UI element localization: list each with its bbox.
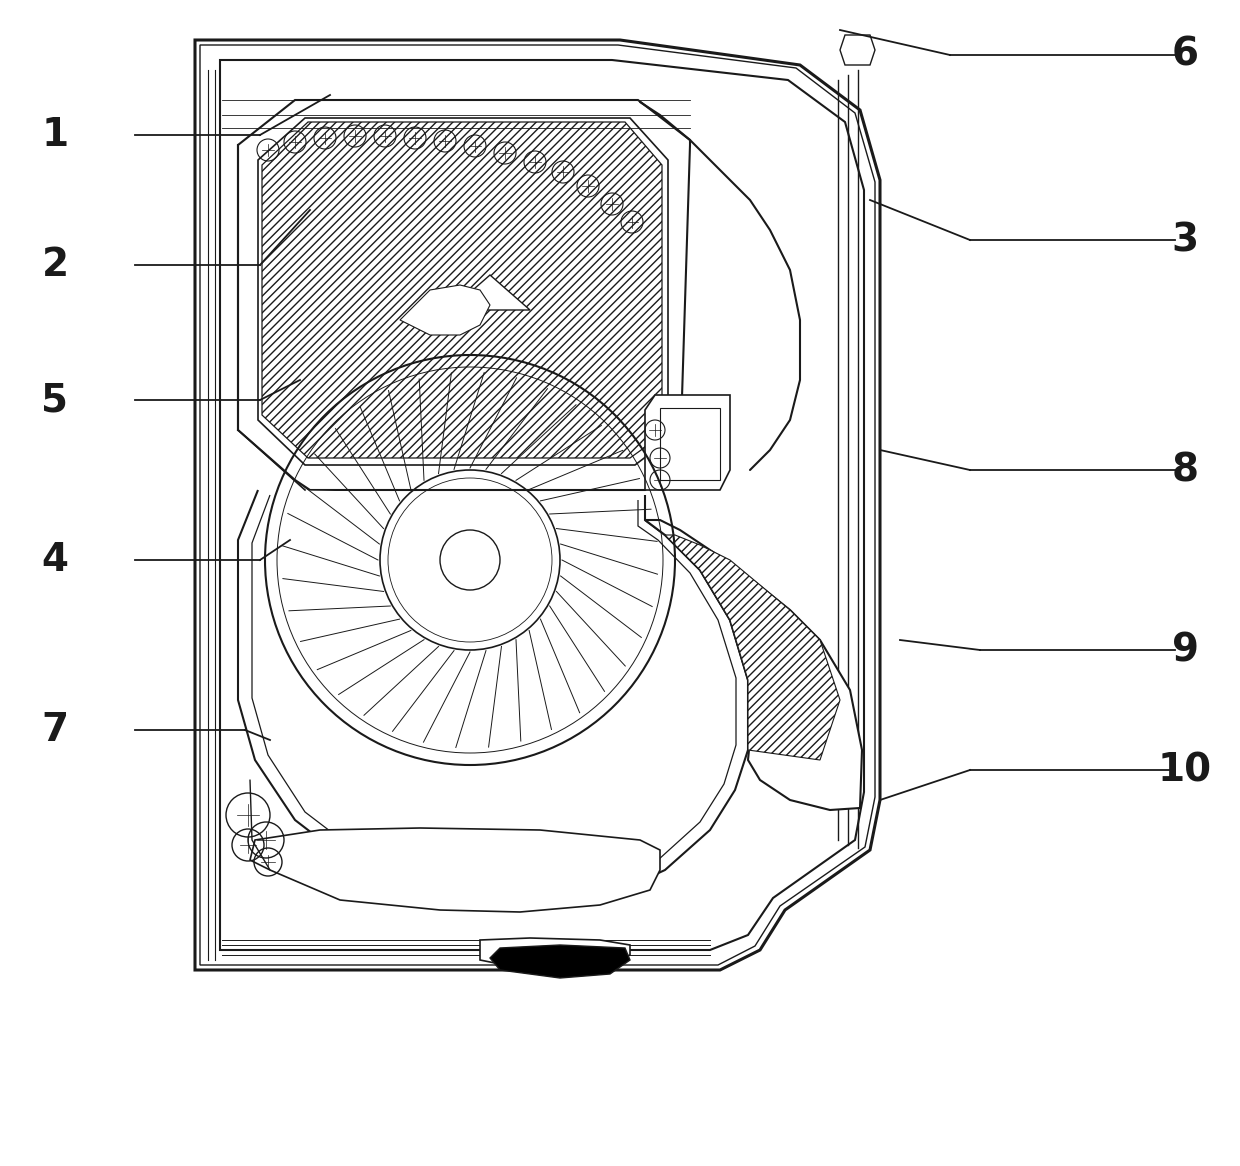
Text: 7: 7 bbox=[41, 711, 68, 749]
Text: 9: 9 bbox=[1172, 631, 1199, 669]
Polygon shape bbox=[480, 937, 630, 970]
Polygon shape bbox=[424, 514, 516, 606]
Polygon shape bbox=[645, 520, 862, 810]
Text: 4: 4 bbox=[41, 541, 68, 580]
Polygon shape bbox=[195, 40, 880, 970]
Text: 1: 1 bbox=[41, 115, 68, 154]
Polygon shape bbox=[660, 408, 720, 480]
Text: 8: 8 bbox=[1172, 451, 1199, 489]
Polygon shape bbox=[665, 535, 839, 760]
Polygon shape bbox=[839, 35, 875, 65]
Text: 3: 3 bbox=[1172, 222, 1199, 259]
Polygon shape bbox=[252, 496, 737, 898]
Polygon shape bbox=[450, 275, 529, 310]
Polygon shape bbox=[258, 118, 668, 465]
Text: 2: 2 bbox=[41, 246, 68, 285]
Polygon shape bbox=[262, 122, 662, 458]
Polygon shape bbox=[490, 944, 630, 978]
Polygon shape bbox=[238, 490, 748, 909]
Text: 10: 10 bbox=[1158, 751, 1211, 789]
Polygon shape bbox=[454, 543, 486, 577]
Text: 6: 6 bbox=[1172, 36, 1199, 73]
Polygon shape bbox=[250, 828, 660, 912]
Polygon shape bbox=[401, 285, 490, 335]
Polygon shape bbox=[238, 100, 689, 490]
Text: 5: 5 bbox=[41, 381, 68, 419]
Polygon shape bbox=[645, 395, 730, 490]
